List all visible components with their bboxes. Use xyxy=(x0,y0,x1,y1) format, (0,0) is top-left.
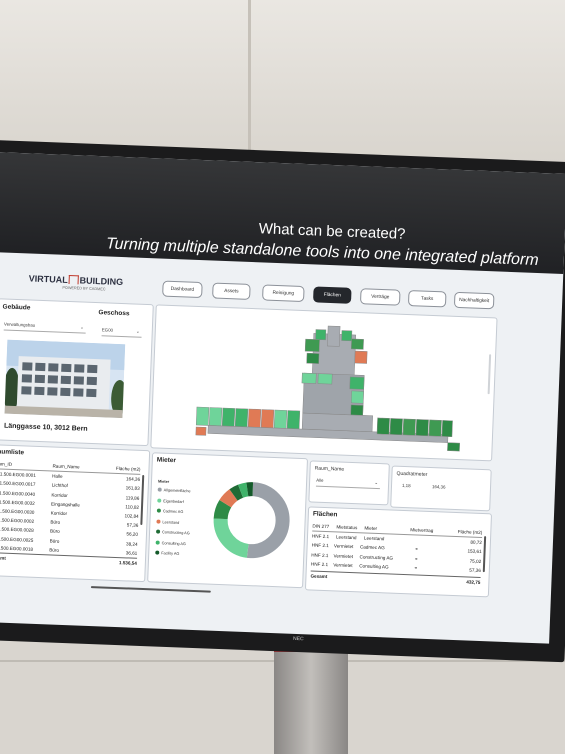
raum-name-filter-card: Raum_Name Alle ⌄ xyxy=(308,460,390,506)
geschoss-select[interactable]: EG00 ⌄ xyxy=(101,325,142,338)
mieter-header[interactable]: Mieter xyxy=(364,525,378,531)
raum-id-header[interactable]: Raum_ID xyxy=(0,461,13,467)
chevron-down-icon: ⌄ xyxy=(374,479,379,485)
legend-label: Eigenbedarf xyxy=(163,498,184,504)
gebaeude-select[interactable]: Verwaltungsbau ⌄ xyxy=(3,319,87,334)
background-wall xyxy=(0,0,565,165)
tv-monitor: What can be created? Turning multiple st… xyxy=(0,140,565,663)
contract-link-icon[interactable]: ⚭ xyxy=(413,565,418,571)
flaechen-table: DIN 277 Mietstatus Mieter Mietvertrag Fl… xyxy=(310,521,483,588)
legend-dot-icon xyxy=(155,540,160,545)
chevron-down-icon: ⌄ xyxy=(80,324,84,330)
tv-stand xyxy=(274,638,348,754)
raum-name-select-value: Alle xyxy=(316,477,324,483)
legend-item[interactable]: Constructing AG xyxy=(156,529,190,536)
mietvertrag-header[interactable]: Mietvertrag xyxy=(410,527,434,534)
raumliste-title: Raumliste xyxy=(0,448,25,457)
building-photo xyxy=(4,339,126,419)
legend-label: Leerstand xyxy=(162,519,180,525)
quadratmeter-filter-card: Quadratmeter 1,18 164,36 xyxy=(390,465,492,512)
tv-brand-label: NEC xyxy=(292,635,304,643)
flaechen-total-label: Gesamt xyxy=(310,573,328,580)
mieter-title: Mieter xyxy=(156,456,177,465)
raum-name-select[interactable]: Alle ⌄ xyxy=(315,475,381,490)
logo-text-right: BUILDING xyxy=(79,275,124,288)
legend-label: Allgemeinfläche xyxy=(163,488,191,494)
mietstatus-header[interactable]: Mietstatus xyxy=(336,524,358,531)
raumliste-total-value: 1.536,54 xyxy=(118,559,137,566)
raumliste-table: Raum_ID Raum_Name Fläche (m2) 0001.500.E… xyxy=(0,459,141,568)
legend-label: Cadmec AG xyxy=(162,509,184,515)
legend-dot-icon xyxy=(156,508,161,513)
legend-item[interactable]: Eigenbedarf xyxy=(157,498,184,504)
logo-text-left: VIRTUAL xyxy=(28,273,68,285)
flaechen-title: Flächen xyxy=(312,510,338,519)
logo-tagline: POWERED BY CADMEC xyxy=(62,285,106,292)
legend-dot-icon xyxy=(157,487,162,492)
din-header[interactable]: DIN 277 xyxy=(312,523,330,530)
floor-plan-card xyxy=(150,304,498,462)
flaeche-cell: 57,36 xyxy=(469,567,481,573)
legend-dot-icon xyxy=(157,498,162,503)
legend-label: Constructing AG xyxy=(161,530,190,536)
legend-item[interactable]: Cadmec AG xyxy=(156,508,184,515)
legend-dot-icon xyxy=(155,550,160,555)
qm-max-value[interactable]: 164,36 xyxy=(431,484,446,490)
gebaeude-select-value: Verwaltungsbau xyxy=(3,321,36,328)
legend-dot-icon xyxy=(156,529,161,534)
mieter-legend-title: Mieter xyxy=(157,479,170,484)
floor-plan[interactable] xyxy=(151,305,496,460)
chevron-down-icon: ⌄ xyxy=(135,328,140,334)
legend-item[interactable]: Consulting AG xyxy=(155,540,187,546)
nav-dashboard-button[interactable]: Dashboard xyxy=(162,280,203,299)
raum-name-filter-label: Raum_Name xyxy=(314,465,345,473)
nav-reinigung-button[interactable]: Reinigung xyxy=(262,284,305,303)
geschoss-select-value: EG00 xyxy=(101,327,114,333)
quadratmeter-filter-label: Quadratmeter xyxy=(396,470,428,478)
legend-item[interactable]: Allgemeinfläche xyxy=(157,487,191,494)
flaechen-scrollbar[interactable] xyxy=(482,536,487,573)
mietstatus-cell: Vermietet xyxy=(333,562,353,568)
flaechen-rows: HNF 2.1 Leerstand Leerstand 80,72 HNF 2.1 Ver… xyxy=(311,532,482,575)
nav-flaechen-button[interactable]: Flächen xyxy=(313,286,352,304)
din-cell: HNF 2.1 xyxy=(310,561,329,567)
qm-min-value[interactable]: 1,18 xyxy=(401,482,411,489)
flaechen-total-value: 432,75 xyxy=(466,579,481,585)
raumliste-scrollbar[interactable] xyxy=(140,474,145,525)
legend-dot-icon xyxy=(156,519,161,524)
mieter-card: Mieter Mieter Allgemeinfläche Eigenbedarf… xyxy=(147,452,309,589)
virtual-building-logo: VIRTUAL BUILDING xyxy=(29,273,124,287)
legend-label: Consulting AG xyxy=(161,540,187,546)
flaeche-cell: 36,61 xyxy=(125,550,138,556)
donut-slice-facility xyxy=(213,482,290,559)
flaechen-card: Flächen DIN 277 Mietstatus Mieter Mietve… xyxy=(304,506,493,598)
raumliste-rows: 0001.500.EG00.0001 Halle 164,36 0001.500.EG… xyxy=(0,469,140,557)
wall-seam xyxy=(248,0,251,165)
flaeche-header[interactable]: Fläche (m2) xyxy=(457,529,483,536)
flaeche-header[interactable]: Fläche (m2) xyxy=(115,465,141,472)
nav-assets-button[interactable]: Assets xyxy=(212,282,251,300)
nav-vertraege-button[interactable]: Verträge xyxy=(359,288,401,306)
raumliste-card: Raumliste Raum_ID Raum_Name Fläche (m2) … xyxy=(0,444,151,583)
legend-item[interactable]: Facility AG xyxy=(155,550,180,556)
presentation-slide: What can be created? Turning multiple st… xyxy=(0,152,565,644)
building-card: Gebäude Geschoss Verwaltungsbau ⌄ EG00 ⌄ xyxy=(0,298,154,447)
building-address: Länggasse 10, 3012 Bern xyxy=(3,422,88,433)
gebaeude-label: Gebäude xyxy=(2,303,31,312)
horizontal-scrollbar[interactable] xyxy=(90,586,211,593)
nav-nachhaltigkeit-button[interactable]: Nachhaltigkeit xyxy=(453,291,495,310)
donut-slice-eigenbedarf xyxy=(213,482,290,559)
mieter-cell: Consulting AG xyxy=(359,563,389,570)
raum-id-cell: 0001.500.EG00.0018 xyxy=(0,544,34,552)
mieter-donut-chart xyxy=(213,482,290,559)
mieter-legend: Allgemeinfläche Eigenbedarf Cadmec AG Leers… xyxy=(153,453,307,556)
legend-label: Facility AG xyxy=(161,551,180,556)
building-icon xyxy=(68,274,79,285)
legend-item[interactable]: Leerstand xyxy=(156,519,179,524)
geschoss-label: Geschoss xyxy=(98,309,130,318)
nav-tasks-button[interactable]: Tasks xyxy=(407,290,447,308)
